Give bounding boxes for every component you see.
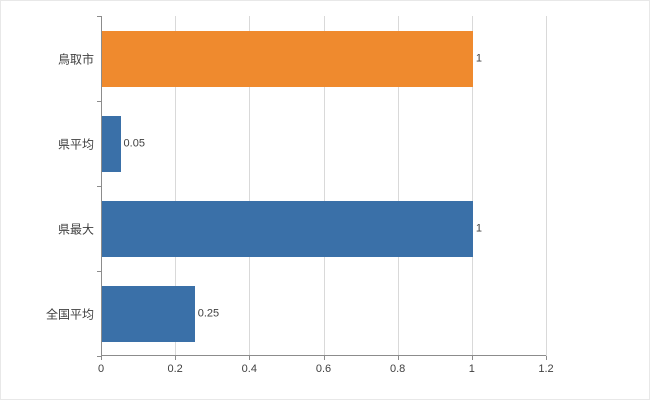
y-category-label: 全国平均 [45, 307, 94, 321]
x-tick-label: 0.6 [315, 363, 332, 375]
y-tick-mark [97, 16, 101, 17]
bar-value-label: 1 [475, 222, 482, 234]
gridline [546, 16, 547, 356]
x-tick-mark [471, 356, 473, 360]
y-tick-mark [97, 356, 101, 357]
x-tick-label: 0.2 [167, 363, 183, 375]
y-category-label: 県最大 [57, 222, 94, 236]
bar-value-label: 0.05 [123, 137, 145, 149]
gridline [249, 16, 251, 356]
bar-value-label: 0.25 [197, 307, 220, 319]
x-tick-mark [101, 356, 102, 360]
x-tick-mark [175, 356, 177, 360]
y-category-label: 鳥取市 [57, 52, 94, 66]
x-tick-label: 0 [97, 363, 105, 375]
x-tick-label: 0.8 [390, 363, 406, 375]
y-tick-mark [97, 101, 101, 102]
bar-3 [102, 200, 473, 257]
gridline [175, 16, 177, 356]
bar-2 [102, 115, 121, 172]
plot-area: 1 0.05 1 0.25 [101, 16, 547, 356]
y-tick-mark [97, 271, 101, 272]
bar-1 [102, 30, 473, 87]
bar-4 [102, 285, 195, 342]
bar-value-label: 1 [475, 52, 482, 64]
gridline [397, 16, 399, 356]
x-tick-label: 1.2 [538, 363, 554, 375]
gridline [471, 16, 473, 356]
y-axis-line [101, 16, 102, 356]
x-axis-line [101, 355, 546, 356]
y-category-label: 県平均 [57, 137, 94, 151]
x-tick-label: 0.4 [241, 363, 257, 375]
x-tick-mark [546, 356, 547, 360]
y-tick-mark [97, 186, 101, 187]
x-tick-mark [249, 356, 251, 360]
x-tick-label: 1 [468, 363, 475, 375]
gridline [323, 16, 325, 356]
x-tick-mark [323, 356, 325, 360]
x-tick-mark [397, 356, 399, 360]
